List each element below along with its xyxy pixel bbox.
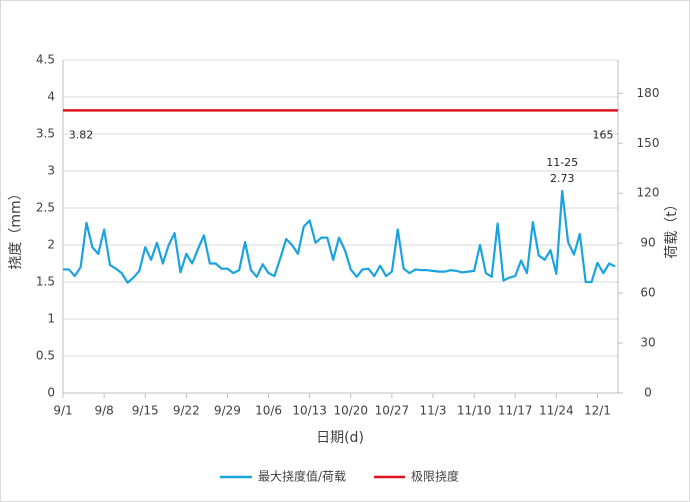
y-tick-label: 0.5	[36, 349, 55, 363]
x-tick-label: 9/29	[214, 404, 241, 418]
annotation: 11-25	[546, 156, 578, 169]
x-axis-label: 日期(d)	[316, 430, 364, 446]
y-tick-label: 2	[47, 238, 55, 252]
legend-label: 最大挠度值/荷载	[258, 469, 346, 484]
data-line	[63, 189, 616, 284]
y2-tick-label: 30	[640, 336, 655, 350]
x-tick-label: 10/13	[292, 404, 327, 418]
y-tick-label: 1.5	[36, 275, 55, 289]
x-tick-label: 9/8	[94, 404, 113, 418]
y2-tick-label: 90	[640, 236, 655, 250]
y-tick-label: 3	[47, 164, 55, 178]
y2-tick-label: 120	[637, 186, 660, 200]
annotation: 3.82	[69, 128, 94, 141]
x-tick-label: 11/24	[539, 404, 574, 418]
y2-tick-label: 150	[637, 136, 660, 150]
y-axis-label: 挠度（mm）	[8, 186, 24, 269]
y-tick-label: 0	[47, 386, 55, 400]
x-tick-label: 11/10	[457, 404, 492, 418]
y2-axis-label: 荷载（t）	[664, 197, 680, 259]
annotation: 2.73	[550, 172, 575, 185]
y-tick-label: 2.5	[36, 201, 55, 215]
x-tick-label: 10/6	[255, 404, 282, 418]
x-tick-label: 10/27	[375, 404, 410, 418]
y2-tick-label: 60	[640, 286, 655, 300]
y2-tick-label: 180	[637, 86, 660, 100]
annotation: 165	[593, 128, 614, 141]
x-tick-label: 9/22	[173, 404, 200, 418]
y-tick-label: 4.5	[36, 53, 55, 67]
y2-tick-label: 0	[644, 386, 652, 400]
x-tick-label: 11/3	[420, 404, 447, 418]
x-tick-label: 11/17	[498, 404, 533, 418]
y-tick-label: 3.5	[36, 127, 55, 141]
y-tick-label: 4	[47, 90, 55, 104]
x-tick-label: 9/1	[53, 404, 72, 418]
x-tick-label: 9/15	[132, 404, 159, 418]
y-tick-label: 1	[47, 312, 55, 326]
x-tick-label: 12/1	[584, 404, 611, 418]
x-tick-label: 10/20	[333, 404, 368, 418]
legend-label: 极限挠度	[411, 469, 459, 484]
